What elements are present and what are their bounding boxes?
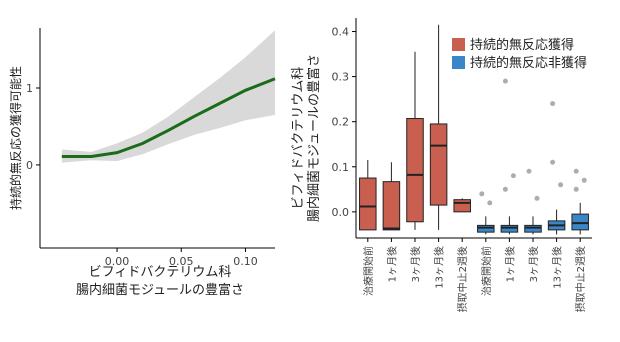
- x-tick-label: 3ヶ月後: [409, 246, 422, 282]
- x-tick-label: 3ヶ月後: [527, 246, 540, 282]
- point: [502, 78, 508, 84]
- x-tick-label: 摂取中止2週後: [456, 246, 469, 312]
- legend-swatch: [452, 56, 465, 69]
- x-tick-label: 治療開始前: [362, 246, 375, 296]
- point: [502, 186, 508, 192]
- x-tick-label: 13ヶ月後: [551, 246, 564, 289]
- box: [477, 224, 495, 233]
- x-tick-label: 摂取中止2週後: [574, 246, 587, 312]
- x-axis-title: 腸内細菌モジュールの豊富さ: [76, 282, 244, 298]
- point: [510, 173, 516, 179]
- box: [429, 123, 448, 206]
- point: [479, 191, 485, 197]
- y-tick-label: 1: [26, 82, 33, 95]
- x-tick-label: 1ヶ月後: [385, 246, 398, 282]
- x-tick-label: 1ヶ月後: [503, 246, 516, 282]
- y-tick-label: 0.1: [332, 161, 350, 174]
- box: [359, 177, 377, 231]
- legend-label: 持続的無反応獲得: [470, 37, 574, 53]
- point: [573, 168, 579, 174]
- y-axis-title: ビフィドバクテリウム科: [291, 67, 306, 210]
- confidence-band: [61, 30, 276, 163]
- fit-line: [61, 77, 276, 158]
- y-tick-label: 0.2: [332, 116, 350, 129]
- y-tick-label: 0: [26, 159, 33, 172]
- x-tick-label: 0.00: [105, 255, 130, 268]
- point: [550, 101, 556, 107]
- point: [573, 186, 579, 192]
- y-axis-title: 持続的無反応の獲得可能性: [8, 66, 23, 210]
- x-tick-label: 13ヶ月後: [433, 246, 446, 289]
- y-axis-title: 腸内細菌モジュールの豊富さ: [306, 54, 322, 222]
- point: [487, 200, 493, 206]
- point: [534, 195, 540, 201]
- box: [382, 181, 401, 231]
- box: [524, 224, 542, 233]
- y-tick-label: 0.3: [332, 71, 350, 84]
- point: [550, 159, 556, 165]
- point: [581, 177, 587, 183]
- legend-swatch: [452, 38, 465, 51]
- box: [571, 213, 589, 231]
- box: [453, 199, 471, 213]
- point: [526, 168, 532, 174]
- box: [500, 224, 519, 233]
- point: [558, 182, 564, 188]
- legend-label: 持続的無反応非獲得: [470, 55, 587, 71]
- x-tick-label: 治療開始前: [480, 246, 493, 296]
- y-tick-label: 0.0: [332, 206, 350, 219]
- x-axis-title: ビフィドバクテリウム科: [89, 265, 232, 280]
- x-tick-label: 0.05: [169, 255, 194, 268]
- x-tick-label: 0.10: [233, 255, 258, 268]
- box: [406, 118, 424, 223]
- y-tick-label: 0.4: [332, 26, 350, 39]
